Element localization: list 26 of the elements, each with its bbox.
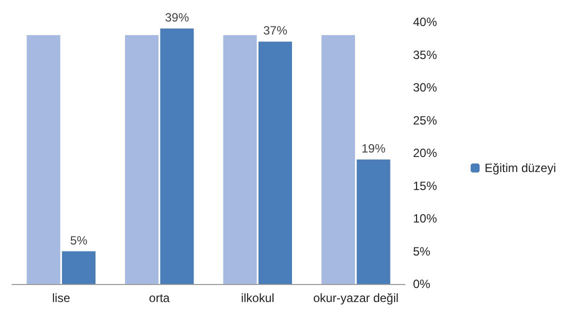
data-label: 19% — [361, 142, 386, 156]
data-label: 37% — [263, 24, 288, 38]
bar — [62, 251, 96, 284]
y-tick-label: 10% — [413, 212, 438, 226]
legend-label: Eğitim düzeyi — [484, 161, 556, 175]
bar — [124, 35, 159, 284]
bar — [356, 160, 390, 284]
y-tick-label: 20% — [413, 146, 438, 160]
y-tick-label: 15% — [413, 178, 438, 193]
y-tick-label: 25% — [413, 113, 438, 128]
x-tick-label: orta — [149, 291, 170, 305]
y-tick-label: 30% — [413, 80, 438, 94]
y-tick-label: 35% — [413, 48, 438, 62]
bar — [26, 35, 60, 284]
bar — [160, 28, 194, 284]
bar — [223, 35, 257, 284]
y-tick-label: 0% — [413, 277, 431, 291]
bar — [258, 42, 292, 284]
bar — [321, 35, 356, 284]
data-label: 5% — [70, 233, 88, 248]
x-tick-label: okur-yazar değil — [313, 291, 399, 305]
data-label: 39% — [164, 10, 190, 25]
x-tick-label: lise — [52, 291, 70, 305]
y-tick-label: 5% — [413, 244, 431, 258]
y-tick-label: 40% — [413, 15, 438, 29]
x-tick-label: ilkokul — [240, 291, 274, 305]
